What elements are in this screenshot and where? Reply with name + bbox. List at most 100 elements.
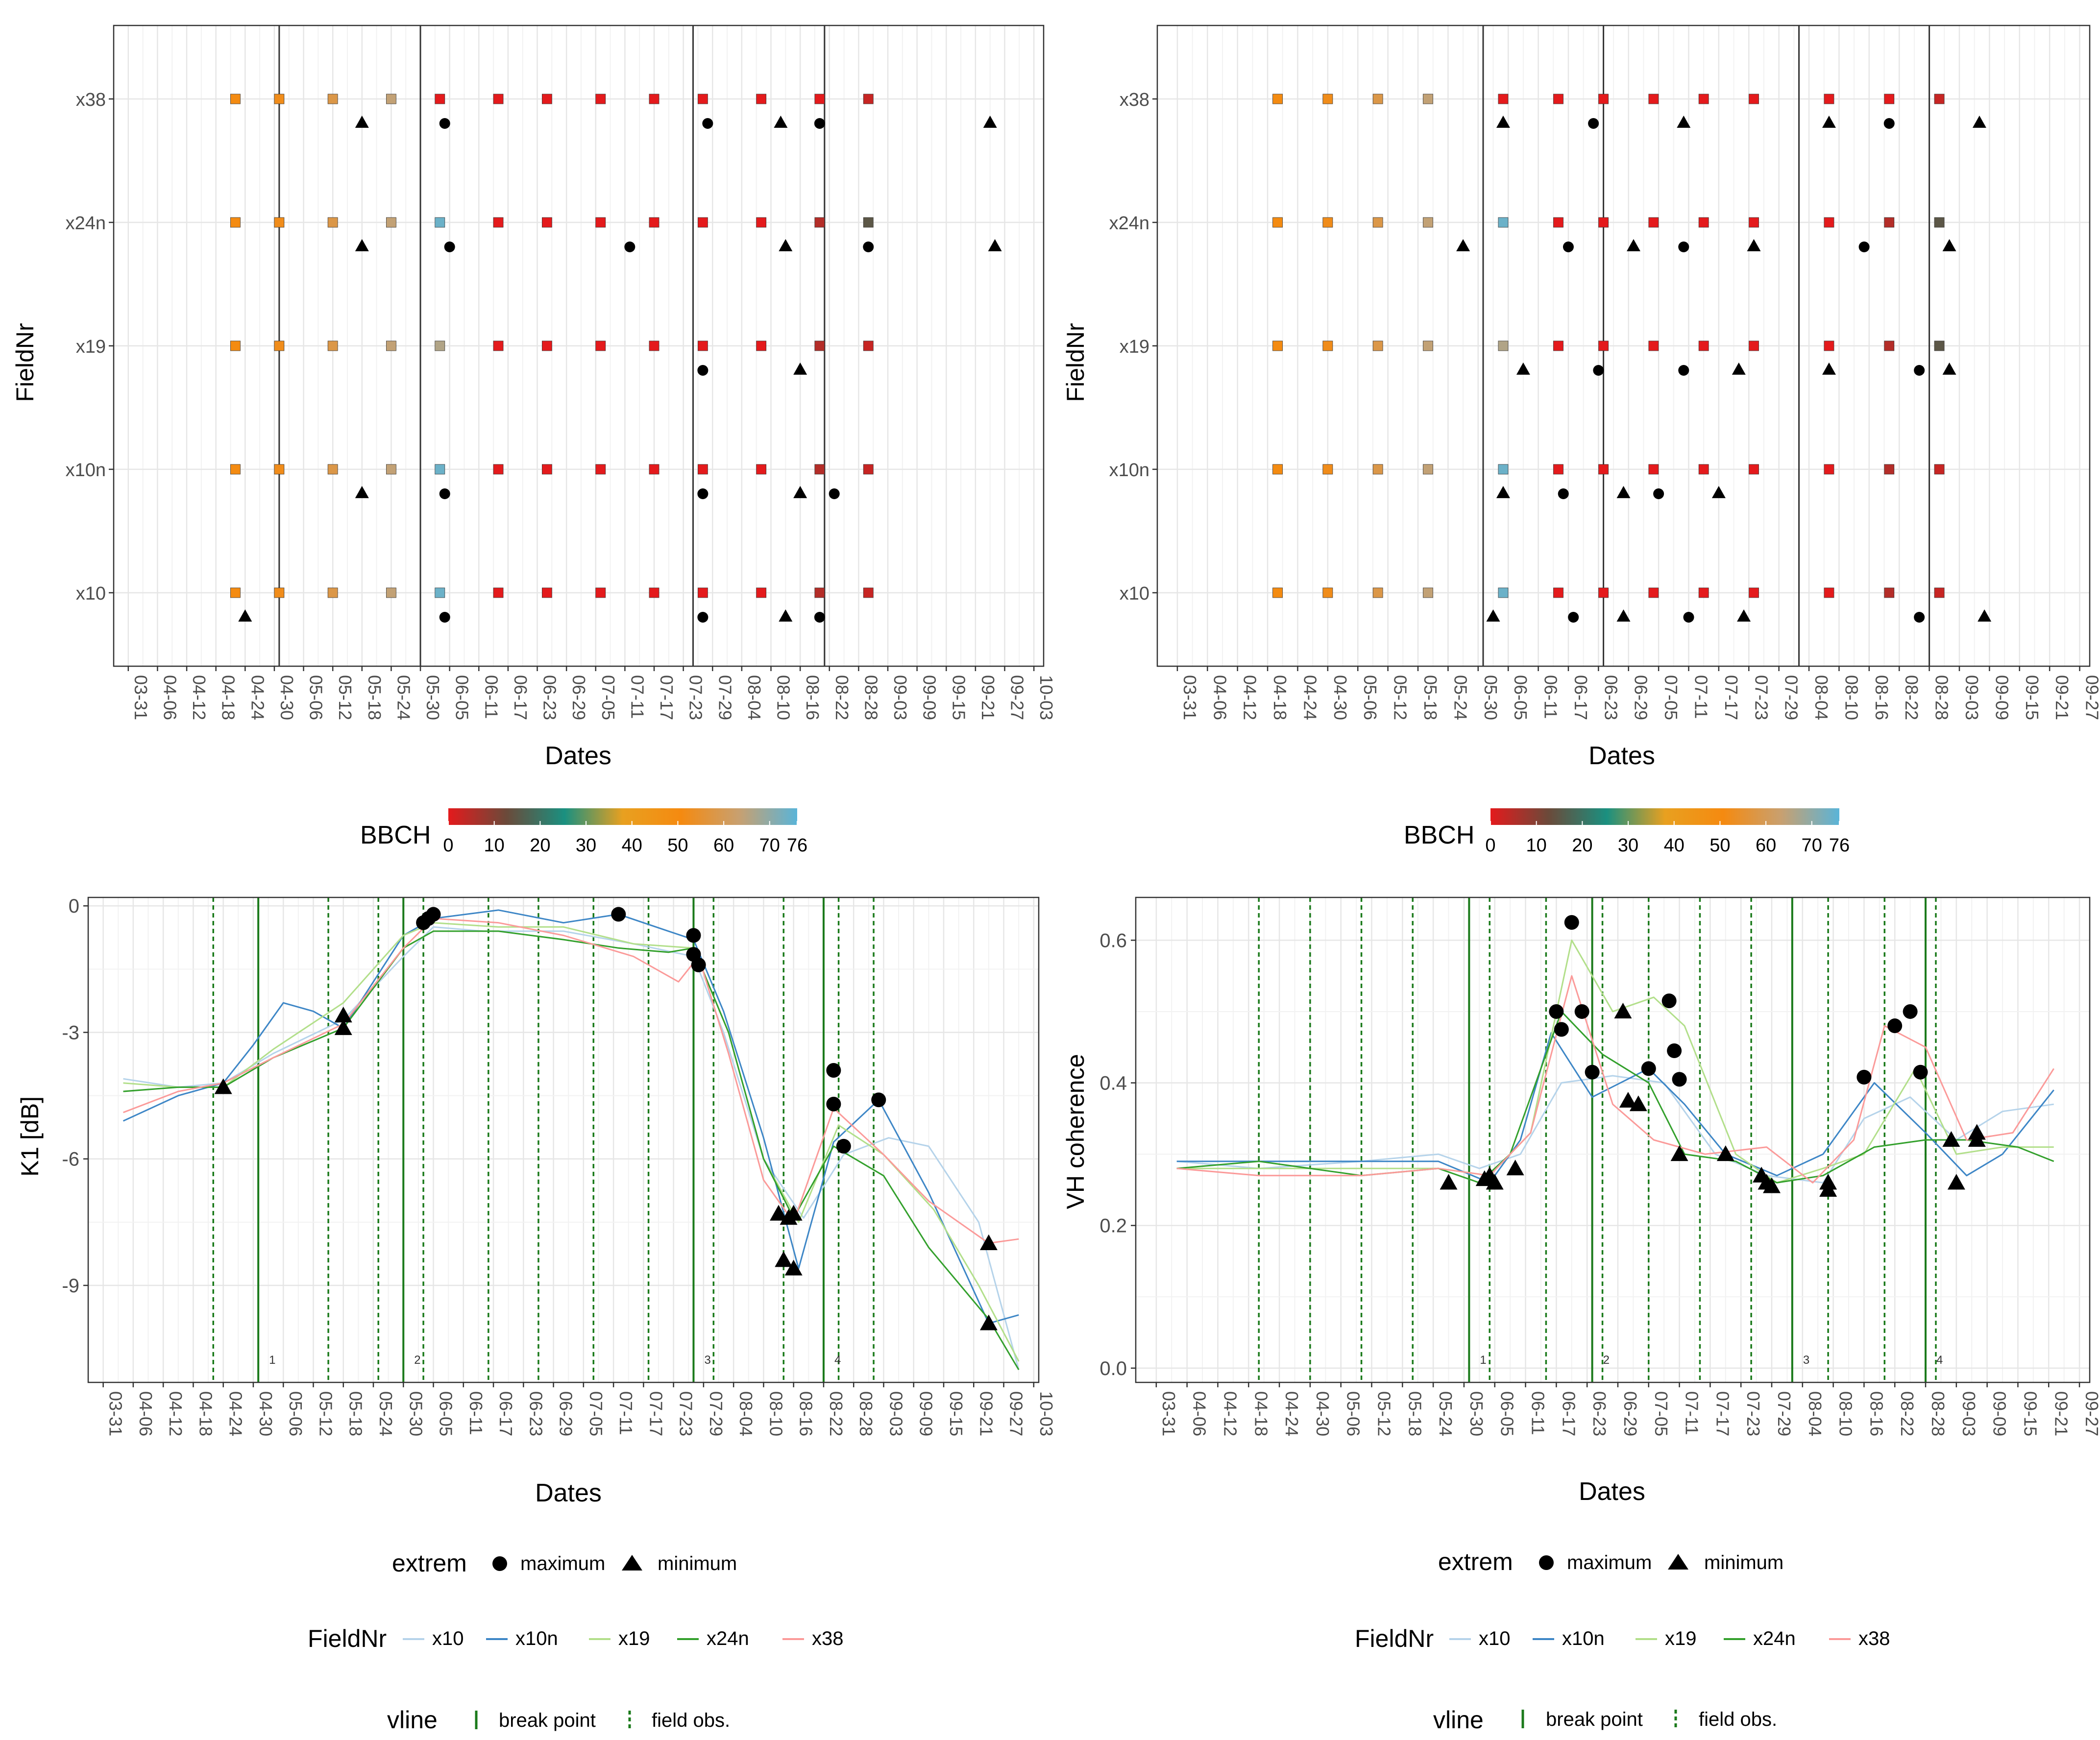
panel-c-x-tick-label: 05-06 <box>286 1391 306 1436</box>
panel-b-bbch-observation <box>1553 340 1563 351</box>
panel-b-bbch-observation <box>1698 217 1709 228</box>
panel-b-bbch-observation <box>1322 587 1333 598</box>
panel-a-bbch-observation <box>435 340 445 351</box>
panel-d-x-tick-label: 05-06 <box>1343 1391 1364 1436</box>
panel-c-maximum-point <box>826 1096 841 1112</box>
panel-c-series-x38 <box>122 918 1019 1244</box>
panel-b-bbch-observation <box>1498 587 1509 598</box>
panel-a-bbch-observation <box>386 587 396 598</box>
panel-b-x-tick-label: 07-11 <box>1691 675 1711 719</box>
panel-c-y-tick-label: 0 <box>69 895 79 917</box>
panel-b-bbch-observation <box>1824 217 1834 228</box>
panel-b-bbch-tick-label: 10 <box>1526 835 1547 856</box>
panel-a-y-tick-label: x38 <box>76 90 106 110</box>
panel-d-minimum-point <box>1716 1145 1734 1161</box>
panel-b-y-tick-label: x10n <box>1109 460 1149 481</box>
panel-c-x-tick-label: 05-18 <box>346 1391 366 1436</box>
panel-d-x-tick-label: 06-11 <box>1528 1391 1548 1435</box>
panel-c-x-tick-label: 04-30 <box>256 1391 276 1436</box>
panel-c-x-tick-label: 09-27 <box>1006 1391 1026 1436</box>
panel-b-x-tick-label: 06-11 <box>1541 675 1561 719</box>
panel-b-extrem-maximum-point <box>1563 242 1574 252</box>
panel-d-x-tick-label: 05-12 <box>1374 1391 1394 1436</box>
panel-b-x-tick-label: 08-22 <box>1902 675 1922 720</box>
panel-c-x-tick-label: 06-29 <box>556 1391 576 1436</box>
panel-d-x-tick-label: 05-18 <box>1405 1391 1425 1436</box>
panel-b-x-tick-label: 05-30 <box>1481 675 1501 720</box>
panel-d-x-tick-label: 07-29 <box>1774 1391 1794 1436</box>
panel-a-extrem-minimum-point <box>238 609 252 622</box>
panel-b-bbch-observation <box>1698 340 1709 351</box>
panel-b-extrem-maximum-point <box>1914 612 1925 623</box>
panel-a-bbch-observation <box>863 340 874 351</box>
panel-a-bbch-observation <box>327 217 338 228</box>
panel-a-extrem-maximum-point <box>702 118 713 129</box>
panel-c-minimum-point <box>334 1007 352 1023</box>
panel-a-bbch-observation <box>493 340 504 351</box>
panel-a-bbch-observation <box>649 217 659 228</box>
panel-b-bbch-observation <box>1498 217 1509 228</box>
panel-b-extrem-minimum-point <box>1626 239 1640 251</box>
panel-c-x-tick-label: 09-03 <box>886 1391 906 1436</box>
panel-b-bbch-ticks: 0 10 20 30 40 50 60 70 76 <box>1485 821 1850 856</box>
panel-b-bbch-observation <box>1884 587 1895 598</box>
panel-a-bbch-observation <box>435 464 445 475</box>
panel-a-x-tick-label: 09-21 <box>978 675 998 720</box>
panel-b-bbch-observation <box>1372 217 1383 228</box>
panel-a-x-tick-label: 05-06 <box>306 675 326 720</box>
panel-a-bbch-observation <box>493 464 504 475</box>
panel-a-extrem-minimum-point <box>774 116 788 128</box>
panel-a-bbch-observation <box>756 340 767 351</box>
panel-b-bbch-observation <box>1648 217 1659 228</box>
panel-d-plot: 1 2 3 4 0.0 0.2 0.4 0.6 03-31 04-06 04-12 04-18 04-2… <box>1099 896 2100 1436</box>
panel-c-x-tick-label: 05-30 <box>406 1391 426 1436</box>
panel-a-extrem-maximum-point <box>697 612 708 623</box>
panel-c-maximum-point <box>416 915 431 930</box>
panel-a-bbch-observation <box>542 464 552 475</box>
panel-b-bbch-observation <box>1553 464 1563 475</box>
panel-d-vline-break-label: break point <box>1546 1709 1643 1730</box>
panel-b-bbch-observation <box>1498 464 1509 475</box>
panel-b-extrem-minimum-point <box>1942 239 1956 251</box>
panel-c-x-tick-label: 06-17 <box>496 1391 516 1436</box>
panel-a-x-tick-label: 04-24 <box>247 675 268 720</box>
panel-a-x-tick-label: 06-23 <box>540 675 560 720</box>
panel-b-bbch-observation <box>1884 94 1895 104</box>
panel-b-x-tick-label: 08-10 <box>1841 675 1861 720</box>
panel-c-vline-break-label: break point <box>499 1710 596 1731</box>
panel-c-x-tick-label: 05-12 <box>316 1391 336 1436</box>
panel-d-x-tick-label: 07-17 <box>1712 1391 1733 1436</box>
panel-b-bbch-observation <box>1598 94 1609 104</box>
panel-a-x-tick-label: 10-03 <box>1036 675 1056 720</box>
panel-a-bbch-observation <box>756 94 767 104</box>
panel-a-bbch-observation <box>493 217 504 228</box>
panel-a-bbch-observation <box>649 94 659 104</box>
panel-c-maximum-point <box>836 1138 851 1154</box>
panel-a-y-tick-label: x10 <box>76 583 106 604</box>
panel-d-fieldnr-key-label: x10 <box>1479 1628 1511 1649</box>
panel-a-extrem-minimum-point <box>793 486 807 498</box>
panel-a-bbch-observation <box>542 217 552 228</box>
panel-b-bbch-observation <box>1934 587 1945 598</box>
panel-a-bbch-observation <box>595 94 606 104</box>
panel-c-x-tick-label: 08-10 <box>766 1391 786 1436</box>
panel-d-minimum-point <box>1619 1091 1637 1108</box>
panel-a-bbch-observation <box>863 587 874 598</box>
panel-d-y-tick-label: 0.2 <box>1099 1215 1127 1237</box>
panel-a-bbch-observation <box>756 464 767 475</box>
panel-b-extrem-maximum-point <box>1678 242 1689 252</box>
panel-a-bbch-observation <box>274 340 285 351</box>
panel-d-extrem-title: extrem <box>1438 1548 1513 1575</box>
panel-a-extrem-maximum-point <box>439 612 450 623</box>
panel-d-maximum-point <box>1661 993 1677 1009</box>
panel-c-minimum-point <box>775 1251 793 1267</box>
panel-b-bbch-observation <box>1372 340 1383 351</box>
panel-d-x-tick-label: 09-21 <box>2051 1391 2071 1436</box>
panel-d-x-tick-label: 07-05 <box>1651 1391 1671 1436</box>
panel-a-x-tick-label: 09-09 <box>920 675 940 720</box>
panel-d-x-tick-label: 06-29 <box>1620 1391 1640 1436</box>
panel-c-x-tick-label: 07-29 <box>706 1391 726 1436</box>
panel-a-bbch-observation <box>274 94 285 104</box>
panel-b-extrem-minimum-point <box>1747 239 1761 251</box>
panel-a-extrem-minimum-point <box>983 116 997 128</box>
